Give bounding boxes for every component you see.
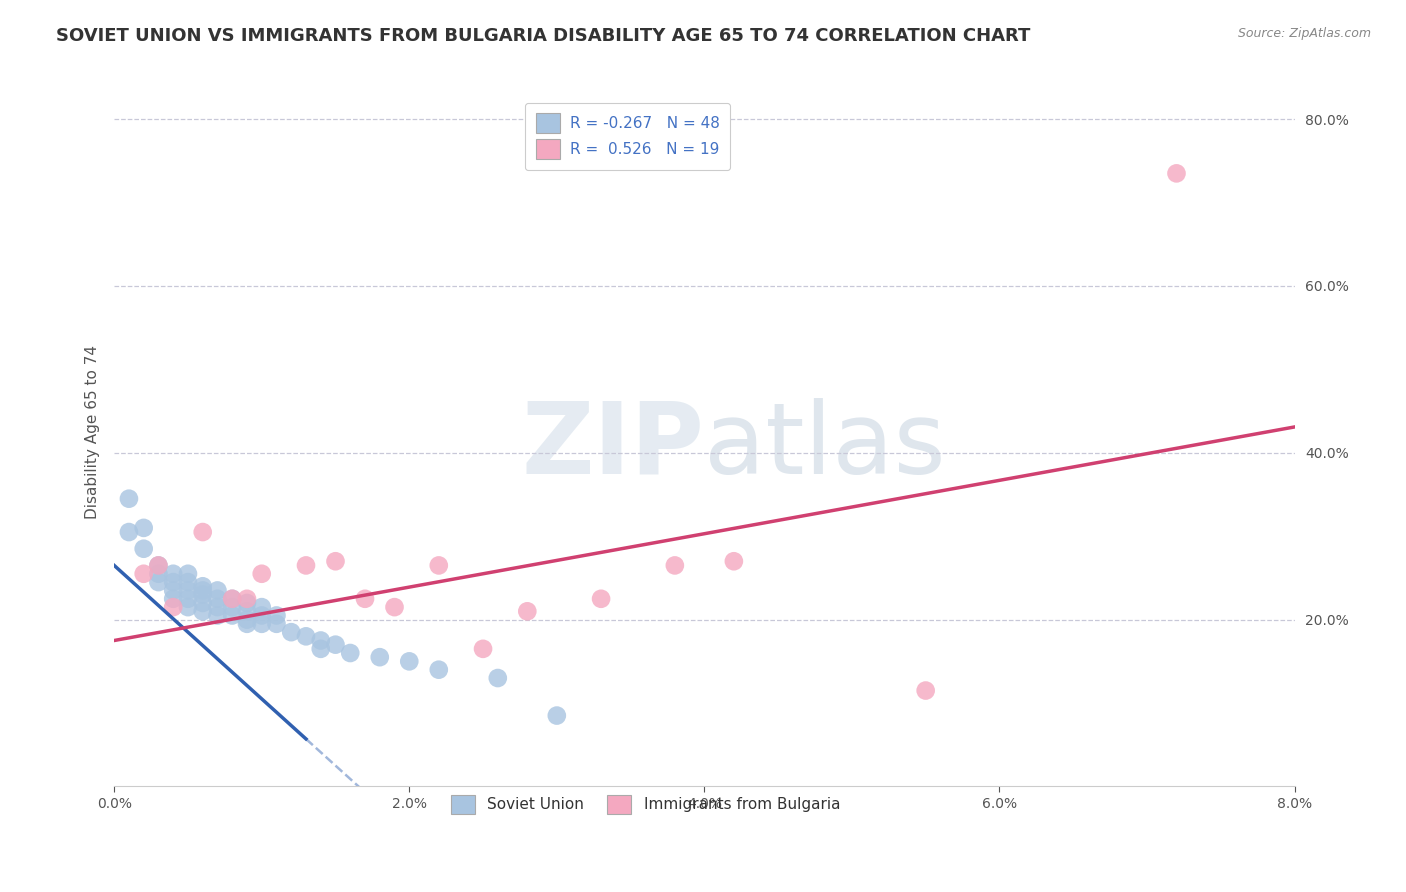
Point <box>309 641 332 656</box>
Point <box>191 583 214 598</box>
Point <box>472 641 495 656</box>
Point <box>177 575 200 590</box>
Point <box>280 625 302 640</box>
Text: Source: ZipAtlas.com: Source: ZipAtlas.com <box>1237 27 1371 40</box>
Point <box>148 558 170 573</box>
Point <box>132 541 155 556</box>
Point <box>118 491 141 506</box>
Point <box>191 524 214 539</box>
Point <box>339 646 361 660</box>
Text: SOVIET UNION VS IMMIGRANTS FROM BULGARIA DISABILITY AGE 65 TO 74 CORRELATION CHA: SOVIET UNION VS IMMIGRANTS FROM BULGARIA… <box>56 27 1031 45</box>
Text: ZIP: ZIP <box>522 398 704 495</box>
Point <box>221 591 243 606</box>
Point <box>266 608 288 623</box>
Point <box>250 608 273 623</box>
Point <box>1166 166 1188 180</box>
Point <box>325 638 347 652</box>
Point <box>148 558 170 573</box>
Point <box>236 616 259 631</box>
Text: atlas: atlas <box>704 398 946 495</box>
Point <box>177 591 200 606</box>
Point <box>236 613 259 627</box>
Point <box>207 608 229 623</box>
Legend: Soviet Union, Immigrants from Bulgaria: Soviet Union, Immigrants from Bulgaria <box>440 784 851 825</box>
Point <box>207 583 229 598</box>
Point <box>162 583 184 598</box>
Point <box>398 654 420 668</box>
Point <box>162 566 184 581</box>
Point <box>309 633 332 648</box>
Point <box>664 558 686 573</box>
Point <box>162 591 184 606</box>
Point <box>207 600 229 615</box>
Point <box>132 521 155 535</box>
Point <box>118 524 141 539</box>
Point <box>295 558 318 573</box>
Point <box>236 604 259 618</box>
Point <box>177 583 200 598</box>
Point <box>591 591 613 606</box>
Point <box>191 588 214 602</box>
Point <box>221 608 243 623</box>
Point <box>368 650 391 665</box>
Point <box>162 575 184 590</box>
Point <box>162 600 184 615</box>
Point <box>914 683 936 698</box>
Point <box>236 596 259 610</box>
Point <box>325 554 347 568</box>
Point <box>427 558 450 573</box>
Point <box>250 616 273 631</box>
Point <box>486 671 509 685</box>
Point <box>250 566 273 581</box>
Point <box>250 600 273 615</box>
Point <box>207 591 229 606</box>
Point <box>516 604 538 618</box>
Point <box>221 591 243 606</box>
Point <box>148 566 170 581</box>
Point <box>132 566 155 581</box>
Point <box>191 596 214 610</box>
Point <box>723 554 745 568</box>
Point <box>148 575 170 590</box>
Point <box>221 600 243 615</box>
Point <box>191 579 214 593</box>
Point <box>266 616 288 631</box>
Point <box>354 591 377 606</box>
Point <box>427 663 450 677</box>
Point <box>384 600 406 615</box>
Point <box>191 604 214 618</box>
Point <box>295 629 318 643</box>
Point <box>177 600 200 615</box>
Point <box>236 591 259 606</box>
Point <box>177 566 200 581</box>
Y-axis label: Disability Age 65 to 74: Disability Age 65 to 74 <box>86 345 100 519</box>
Point <box>546 708 568 723</box>
